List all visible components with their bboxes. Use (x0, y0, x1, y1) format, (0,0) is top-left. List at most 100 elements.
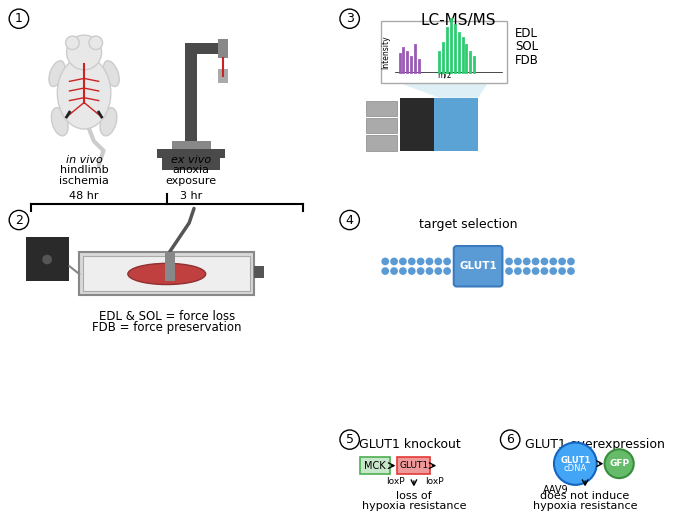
Text: GLUT1: GLUT1 (560, 456, 590, 465)
Circle shape (9, 9, 29, 28)
FancyBboxPatch shape (162, 159, 220, 170)
Text: 3 hr: 3 hr (180, 191, 202, 201)
Text: hypoxia resistance: hypoxia resistance (533, 501, 637, 511)
Text: in vivo: in vivo (66, 156, 103, 165)
Circle shape (514, 258, 522, 265)
Circle shape (558, 258, 566, 265)
Ellipse shape (49, 61, 65, 87)
Text: ischemia: ischemia (59, 176, 109, 186)
Text: m/z: m/z (437, 71, 451, 79)
Text: hypoxia resistance: hypoxia resistance (362, 501, 466, 511)
Text: 4: 4 (345, 214, 354, 227)
Circle shape (417, 258, 424, 265)
Text: EDL: EDL (515, 27, 538, 40)
FancyBboxPatch shape (367, 135, 397, 151)
Circle shape (505, 258, 513, 265)
Circle shape (340, 211, 360, 230)
Circle shape (549, 258, 557, 265)
Ellipse shape (52, 108, 68, 136)
Circle shape (532, 258, 539, 265)
FancyBboxPatch shape (360, 457, 390, 474)
Circle shape (89, 36, 103, 49)
FancyBboxPatch shape (79, 252, 254, 295)
Text: GLUT1: GLUT1 (399, 461, 428, 470)
Text: SOL: SOL (515, 40, 538, 53)
Text: GLUT1 overexpression: GLUT1 overexpression (525, 438, 665, 451)
Circle shape (567, 267, 575, 275)
FancyBboxPatch shape (435, 98, 478, 151)
FancyBboxPatch shape (397, 457, 430, 474)
Circle shape (42, 255, 52, 264)
FancyBboxPatch shape (254, 266, 264, 278)
Circle shape (399, 267, 407, 275)
Text: MCK: MCK (364, 460, 386, 471)
Text: EDL & SOL = force loss: EDL & SOL = force loss (99, 310, 235, 322)
Text: 3: 3 (345, 12, 354, 25)
Text: 1: 1 (15, 12, 23, 25)
Circle shape (443, 258, 451, 265)
FancyBboxPatch shape (171, 141, 211, 149)
Circle shape (426, 258, 433, 265)
Text: LC-MS/MS: LC-MS/MS (421, 13, 496, 28)
Circle shape (435, 258, 442, 265)
Circle shape (554, 442, 597, 485)
Circle shape (390, 258, 398, 265)
Circle shape (532, 267, 539, 275)
Circle shape (399, 258, 407, 265)
Circle shape (558, 267, 566, 275)
FancyBboxPatch shape (454, 246, 503, 286)
Circle shape (523, 258, 530, 265)
Text: FDB = force preservation: FDB = force preservation (92, 321, 241, 334)
Text: hindlimb: hindlimb (60, 165, 108, 175)
Text: 6: 6 (506, 433, 514, 446)
FancyBboxPatch shape (381, 21, 507, 83)
Circle shape (408, 267, 415, 275)
Text: loxP: loxP (425, 477, 443, 486)
Text: exposure: exposure (165, 176, 217, 186)
Circle shape (541, 267, 548, 275)
Circle shape (67, 35, 101, 70)
Text: GLUT1: GLUT1 (459, 261, 497, 271)
Circle shape (567, 258, 575, 265)
Text: ex vivo: ex vivo (171, 156, 211, 165)
FancyBboxPatch shape (218, 69, 228, 83)
Text: cDNA: cDNA (564, 464, 587, 473)
Circle shape (340, 430, 360, 449)
Ellipse shape (57, 57, 111, 129)
Ellipse shape (100, 108, 117, 136)
FancyBboxPatch shape (83, 255, 250, 291)
Circle shape (381, 258, 389, 265)
Circle shape (9, 211, 29, 230)
Circle shape (443, 267, 451, 275)
Circle shape (500, 430, 520, 449)
Circle shape (549, 267, 557, 275)
Circle shape (505, 267, 513, 275)
FancyBboxPatch shape (367, 100, 397, 116)
Circle shape (435, 267, 442, 275)
Text: Intensity: Intensity (381, 35, 390, 69)
Text: target selection: target selection (419, 218, 517, 231)
FancyBboxPatch shape (367, 118, 397, 133)
FancyBboxPatch shape (157, 149, 225, 159)
Circle shape (381, 267, 389, 275)
Ellipse shape (103, 61, 119, 87)
Text: FDB: FDB (515, 54, 539, 66)
Text: anoxia: anoxia (173, 165, 209, 175)
Circle shape (426, 267, 433, 275)
Circle shape (417, 267, 424, 275)
FancyBboxPatch shape (401, 98, 478, 151)
Text: 48 hr: 48 hr (69, 191, 99, 201)
Circle shape (390, 267, 398, 275)
Ellipse shape (128, 263, 205, 285)
Text: does not induce: does not induce (541, 491, 630, 501)
Text: GFP: GFP (609, 459, 629, 468)
Circle shape (408, 258, 415, 265)
Text: GLUT1 knockout: GLUT1 knockout (359, 438, 461, 451)
Circle shape (514, 267, 522, 275)
FancyBboxPatch shape (218, 39, 228, 58)
Text: AAV9: AAV9 (543, 485, 568, 495)
Circle shape (340, 9, 360, 28)
Text: loss of: loss of (396, 491, 432, 501)
FancyBboxPatch shape (185, 55, 197, 170)
Text: 5: 5 (345, 433, 354, 446)
